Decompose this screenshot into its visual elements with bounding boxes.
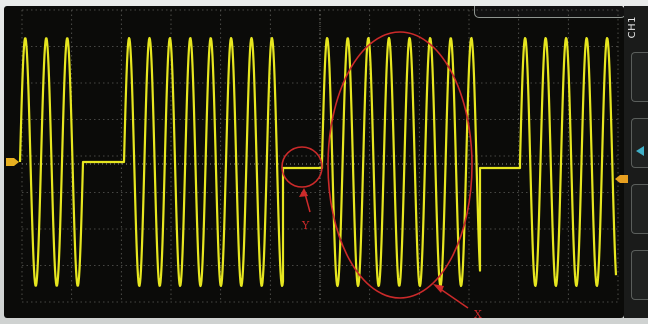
arrow-head-icon [299,188,308,197]
cyan-arrow-icon [636,146,644,156]
annotation-circle-y [281,146,323,188]
softkey-3[interactable] [631,184,648,234]
softkey-4[interactable] [631,250,648,300]
trigger-marker-icon [615,175,628,183]
arrow-head-icon [433,284,444,293]
annotation-ellipse-x [327,31,473,299]
annotation-label-x: X [474,308,482,321]
graticule [21,9,619,303]
softkey-1[interactable] [631,52,648,102]
annotation-label-y: Y [301,219,310,232]
top-menu-bezel [474,6,624,18]
ground-marker-icon [6,158,19,166]
signal-trace [18,36,618,288]
